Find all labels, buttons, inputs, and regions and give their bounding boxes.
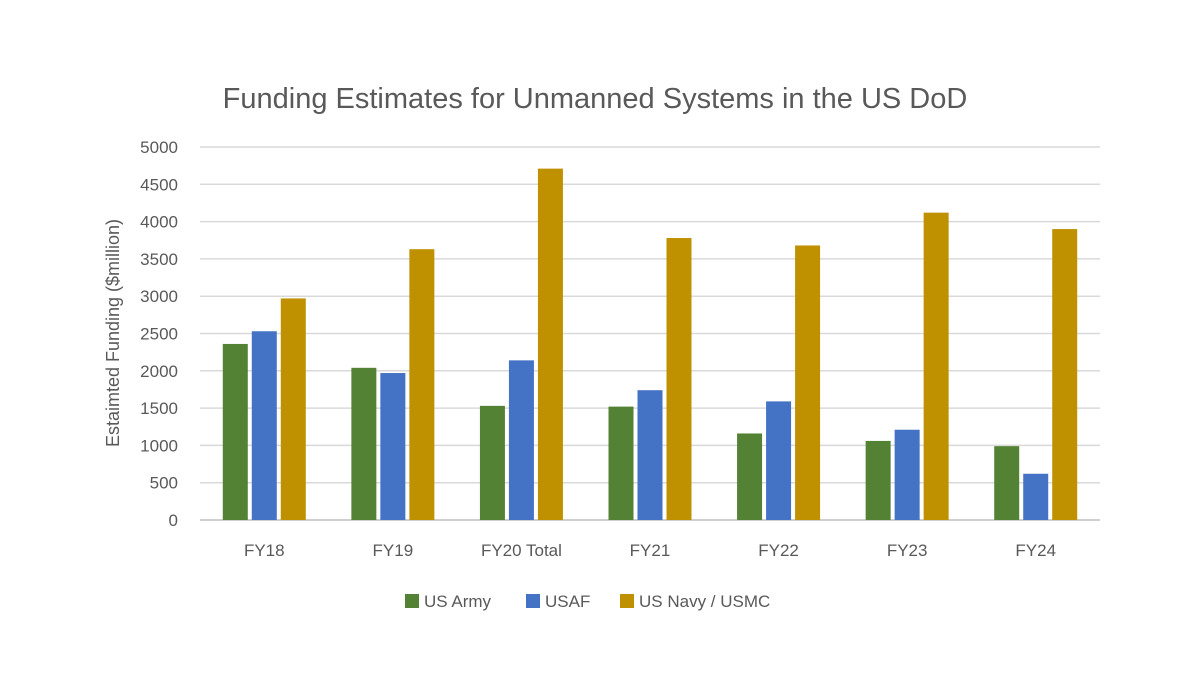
bar-us-army-fy24 <box>994 446 1020 520</box>
legend: US Army USAF US Navy / USMC <box>405 592 770 611</box>
bar-us-navy-usmc-fy19 <box>409 249 435 520</box>
y-axis-label: Estaimted Funding ($million) <box>103 219 123 447</box>
legend-item: USAF <box>526 592 590 611</box>
y-tick-label: 2500 <box>140 325 178 344</box>
legend-swatch <box>620 594 634 608</box>
bar-us-navy-usmc-fy22 <box>795 245 821 521</box>
bar-us-army-fy23 <box>865 440 891 520</box>
x-tick-label: FY18 <box>244 541 285 560</box>
legend-swatch <box>526 594 540 608</box>
y-tick-label: 4000 <box>140 213 178 232</box>
bar-usaf-fy19 <box>380 373 406 520</box>
y-tick-label: 5000 <box>140 138 178 157</box>
y-tick-label: 3500 <box>140 250 178 269</box>
y-tick-label: 0 <box>169 511 178 530</box>
bar-usaf-fy20-total <box>508 360 534 520</box>
y-axis-ticks: 0 500 1000 1500 2000 2500 3000 3500 4000 4500 5000 <box>140 138 178 530</box>
bar-us-army-fy21 <box>608 406 634 520</box>
x-tick-label: FY23 <box>887 541 928 560</box>
x-tick-label: FY22 <box>758 541 799 560</box>
bar-us-navy-usmc-fy23 <box>923 212 949 520</box>
bar-usaf-fy24 <box>1023 473 1049 520</box>
bar-us-army-fy22 <box>737 433 763 520</box>
bar-usaf-fy22 <box>766 401 792 520</box>
bar-us-navy-usmc-fy18 <box>280 298 306 520</box>
y-tick-label: 3000 <box>140 287 178 306</box>
x-tick-label: FY24 <box>1015 541 1056 560</box>
x-tick-label: FY21 <box>630 541 671 560</box>
bars <box>222 168 1078 521</box>
y-tick-label: 4500 <box>140 175 178 194</box>
chart-title: Funding Estimates for Unmanned Systems i… <box>223 83 968 115</box>
bar-usaf-fy18 <box>251 331 277 520</box>
legend-swatch <box>405 594 419 608</box>
bar-us-navy-usmc-fy24 <box>1052 229 1078 520</box>
bar-us-army-fy18 <box>222 343 248 520</box>
y-tick-label: 500 <box>150 474 178 493</box>
bar-us-army-fy19 <box>351 367 377 520</box>
x-axis-ticks: FY18 FY19 FY20 Total FY21 FY22 FY23 FY24 <box>244 541 1056 560</box>
legend-label: USAF <box>545 592 590 611</box>
bar-us-army-fy20-total <box>479 405 505 520</box>
legend-label: US Army <box>424 592 492 611</box>
y-tick-label: 1000 <box>140 436 178 455</box>
bar-usaf-fy23 <box>894 429 920 520</box>
legend-label: US Navy / USMC <box>639 592 770 611</box>
bar-us-navy-usmc-fy20-total <box>537 168 563 520</box>
y-tick-label: 1500 <box>140 399 178 418</box>
bar-usaf-fy21 <box>637 390 663 520</box>
bar-us-navy-usmc-fy21 <box>666 238 692 520</box>
x-tick-label: FY19 <box>373 541 414 560</box>
y-tick-label: 2000 <box>140 362 178 381</box>
legend-item: US Navy / USMC <box>620 592 770 611</box>
legend-item: US Army <box>405 592 492 611</box>
x-tick-label: FY20 Total <box>481 541 562 560</box>
gridlines <box>200 146 1100 521</box>
